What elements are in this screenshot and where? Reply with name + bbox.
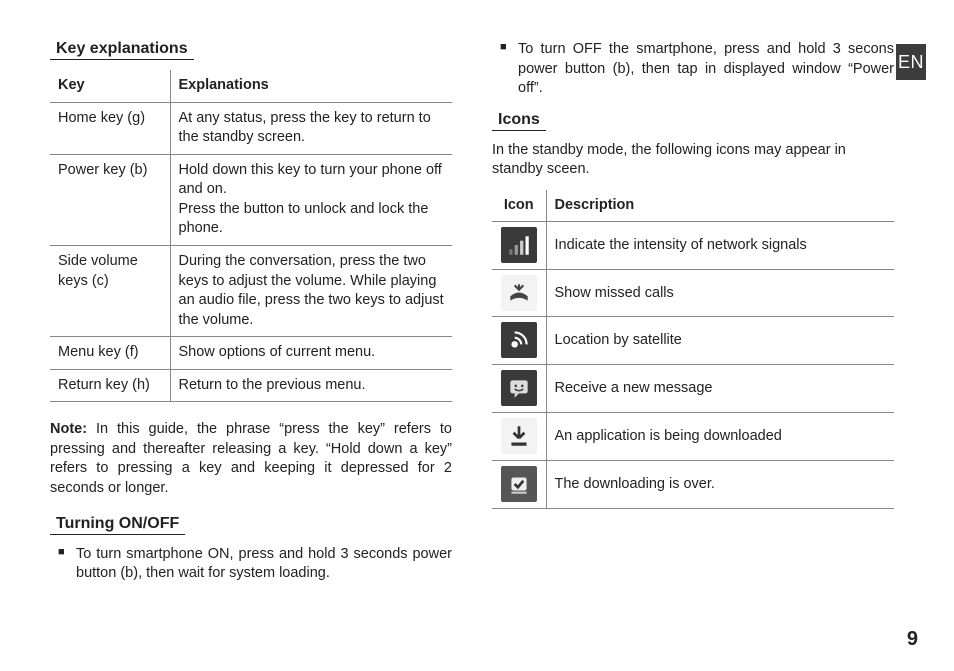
download-icon [501, 418, 537, 454]
table-header-row: Key Explanations [50, 70, 452, 102]
table-row: The downloading is over. [492, 460, 894, 508]
cell-key: Power key (b) [50, 154, 170, 245]
section-title-icons: Icons [492, 111, 546, 131]
left-column: Key explanations Key Explanations Home k… [50, 40, 452, 590]
table-row: Receive a new message [492, 365, 894, 413]
cell-description: Receive a new message [546, 365, 894, 413]
table-row: Location by satellite [492, 317, 894, 365]
satellite-icon [501, 322, 537, 358]
table-header-row: Icon Description [492, 190, 894, 221]
cell-icon [492, 460, 546, 508]
table-row: Show missed calls [492, 269, 894, 317]
cell-key: Menu key (f) [50, 337, 170, 370]
icons-intro: In the standby mode, the following icons… [492, 141, 894, 180]
col-header-icon: Icon [492, 190, 546, 221]
cell-explanation: Show options of current menu. [170, 337, 452, 370]
table-row: Power key (b) Hold down this key to turn… [50, 154, 452, 245]
section-title-turning-onoff: Turning ON/OFF [50, 515, 185, 535]
icons-table: Icon Description Indicate the intensity … [492, 190, 894, 509]
table-row: Home key (g) At any status, press the ke… [50, 102, 452, 154]
cell-key: Return key (h) [50, 369, 170, 402]
bullet-list: To turn OFF the smartphone, press and ho… [492, 40, 894, 99]
note-text: In this guide, the phrase “press the key… [50, 421, 452, 496]
cell-key: Side volume keys (c) [50, 245, 170, 336]
section-title-key-explanations: Key explanations [50, 40, 194, 60]
list-item: To turn OFF the smartphone, press and ho… [492, 40, 894, 99]
table-row: Return key (h) Return to the previous me… [50, 369, 452, 402]
cell-description: The downloading is over. [546, 460, 894, 508]
cell-explanation: At any status, press the key to return t… [170, 102, 452, 154]
note-label: Note: [50, 421, 87, 437]
page-number: 9 [907, 628, 918, 651]
download-done-icon [501, 466, 537, 502]
col-header-explanations: Explanations [170, 70, 452, 102]
col-header-key: Key [50, 70, 170, 102]
bullet-list: To turn smartphone ON, press and hold 3 … [50, 545, 452, 584]
col-header-description: Description [546, 190, 894, 221]
missed-call-icon [501, 275, 537, 311]
cell-description: Location by satellite [546, 317, 894, 365]
cell-icon [492, 269, 546, 317]
table-row: Menu key (f) Show options of current men… [50, 337, 452, 370]
cell-icon [492, 221, 546, 269]
message-icon [501, 370, 537, 406]
table-row: Indicate the intensity of network signal… [492, 221, 894, 269]
key-explanations-table: Key Explanations Home key (g) At any sta… [50, 70, 452, 402]
cell-key: Home key (g) [50, 102, 170, 154]
language-badge: EN [896, 44, 926, 80]
table-row: Side volume keys (c) During the conversa… [50, 245, 452, 336]
cell-description: Show missed calls [546, 269, 894, 317]
cell-explanation: Return to the previous menu. [170, 369, 452, 402]
cell-description: Indicate the intensity of network signal… [546, 221, 894, 269]
cell-icon [492, 413, 546, 461]
list-item: To turn smartphone ON, press and hold 3 … [50, 545, 452, 584]
cell-icon [492, 365, 546, 413]
cell-explanation: During the conversation, press the two k… [170, 245, 452, 336]
cell-description: An application is being downloaded [546, 413, 894, 461]
table-row: An application is being downloaded [492, 413, 894, 461]
right-column: To turn OFF the smartphone, press and ho… [492, 40, 904, 590]
cell-explanation: Hold down this key to turn your phone of… [170, 154, 452, 245]
content-columns: Key explanations Key Explanations Home k… [50, 40, 904, 590]
signal-icon [501, 227, 537, 263]
note-paragraph: Note: In this guide, the phrase “press t… [50, 420, 452, 498]
cell-icon [492, 317, 546, 365]
